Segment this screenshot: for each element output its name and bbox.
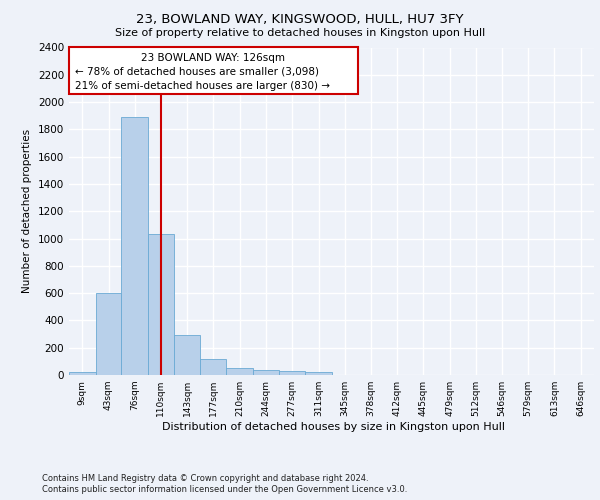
- Bar: [174, 336, 200, 375]
- Text: Contains HM Land Registry data © Crown copyright and database right 2024.: Contains HM Land Registry data © Crown c…: [42, 474, 368, 483]
- Bar: [69, 372, 95, 375]
- Bar: [278, 371, 305, 375]
- Bar: [121, 117, 148, 375]
- FancyBboxPatch shape: [69, 48, 358, 94]
- Bar: [253, 370, 278, 375]
- Y-axis label: Number of detached properties: Number of detached properties: [22, 129, 32, 294]
- Bar: [200, 360, 226, 375]
- Text: ← 78% of detached houses are smaller (3,098): ← 78% of detached houses are smaller (3,…: [75, 66, 319, 76]
- Bar: [226, 368, 253, 375]
- Bar: [95, 293, 121, 375]
- Bar: [148, 234, 174, 375]
- Text: 21% of semi-detached houses are larger (830) →: 21% of semi-detached houses are larger (…: [75, 80, 330, 90]
- Text: Size of property relative to detached houses in Kingston upon Hull: Size of property relative to detached ho…: [115, 28, 485, 38]
- Text: 23, BOWLAND WAY, KINGSWOOD, HULL, HU7 3FY: 23, BOWLAND WAY, KINGSWOOD, HULL, HU7 3F…: [136, 12, 464, 26]
- Text: Contains public sector information licensed under the Open Government Licence v3: Contains public sector information licen…: [42, 485, 407, 494]
- Text: Distribution of detached houses by size in Kingston upon Hull: Distribution of detached houses by size …: [161, 422, 505, 432]
- Text: 23 BOWLAND WAY: 126sqm: 23 BOWLAND WAY: 126sqm: [142, 52, 286, 62]
- Bar: [305, 372, 332, 375]
